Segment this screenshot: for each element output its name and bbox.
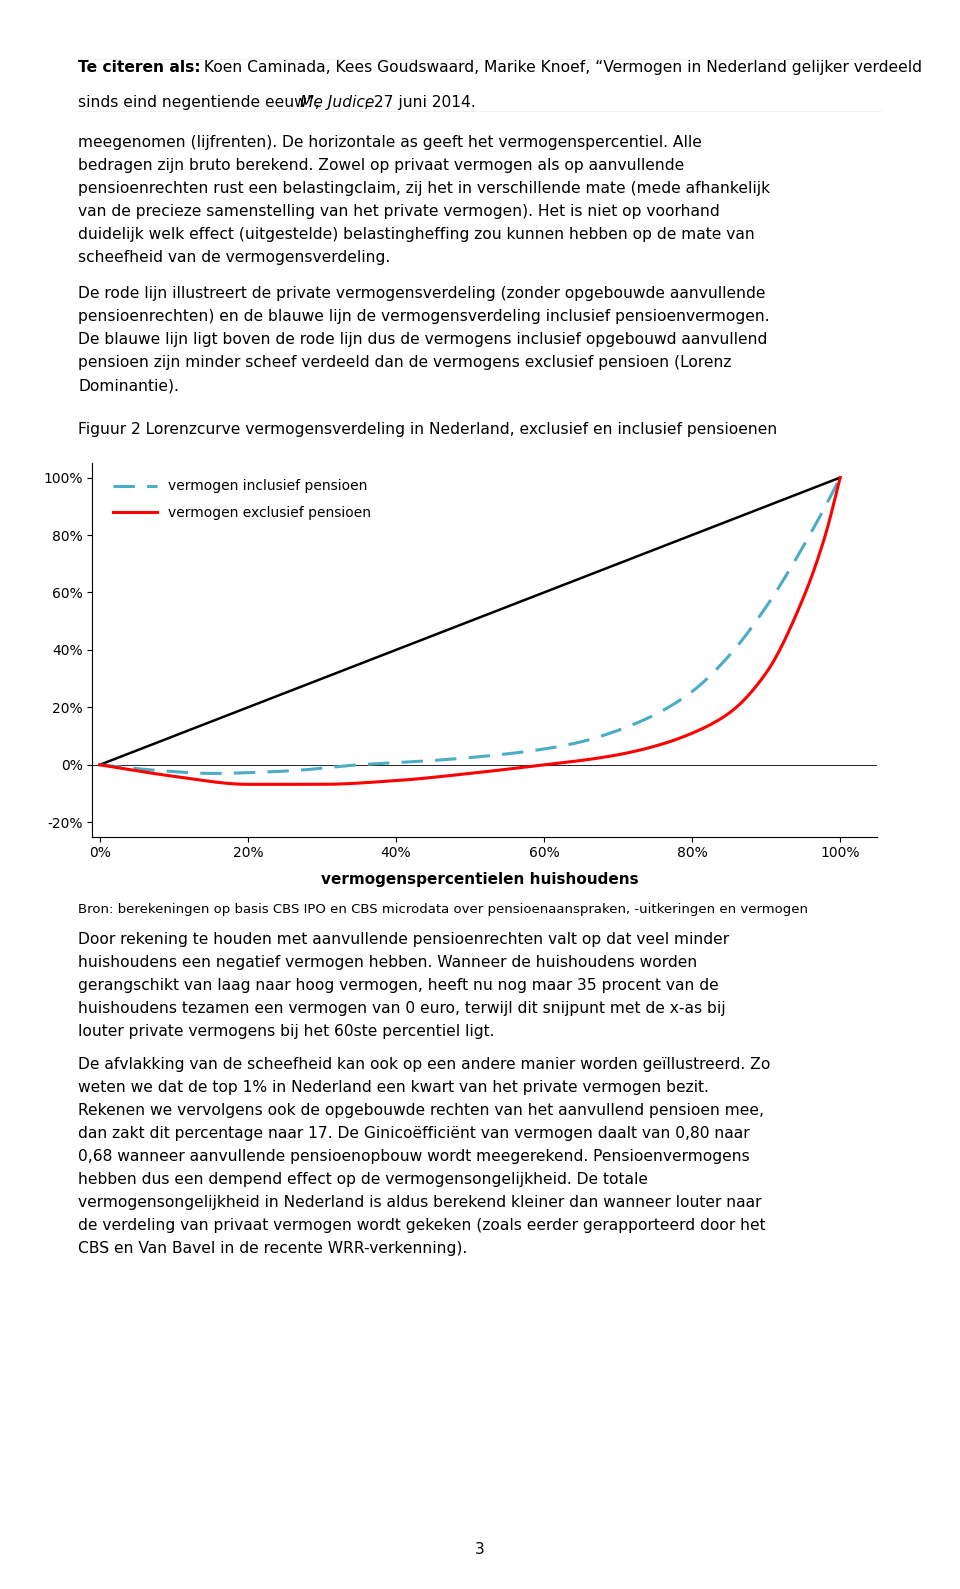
- Text: gerangschikt van laag naar hoog vermogen, heeft nu nog maar 35 procent van de: gerangschikt van laag naar hoog vermogen…: [78, 979, 719, 993]
- Text: Dominantie).: Dominantie).: [78, 378, 179, 392]
- Text: 0,68 wanneer aanvullende pensioenopbouw wordt meegerekend. Pensioenvermogens: 0,68 wanneer aanvullende pensioenopbouw …: [78, 1149, 750, 1163]
- Text: pensioenrechten rust een belastingclaim, zij het in verschillende mate (mede afh: pensioenrechten rust een belastingclaim,…: [78, 181, 770, 195]
- Text: louter private vermogens bij het 60ste percentiel ligt.: louter private vermogens bij het 60ste p…: [78, 1025, 494, 1039]
- Text: Te citeren als:: Te citeren als:: [78, 60, 201, 75]
- Text: Figuur 2 Lorenzcurve vermogensverdeling in Nederland, exclusief en inclusief pen: Figuur 2 Lorenzcurve vermogensverdeling …: [78, 421, 778, 437]
- Text: weten we dat de top 1% in Nederland een kwart van het private vermogen bezit.: weten we dat de top 1% in Nederland een …: [78, 1081, 708, 1095]
- Text: De rode lijn illustreert de private vermogensverdeling (zonder opgebouwde aanvul: De rode lijn illustreert de private verm…: [78, 286, 765, 300]
- Text: sinds eind negentiende eeuw”,: sinds eind negentiende eeuw”,: [78, 95, 324, 110]
- Text: CBS en Van Bavel in de recente WRR-verkenning).: CBS en Van Bavel in de recente WRR-verke…: [78, 1241, 468, 1255]
- Text: Koen Caminada, Kees Goudswaard, Marike Knoef, “Vermogen in Nederland gelijker ve: Koen Caminada, Kees Goudswaard, Marike K…: [200, 60, 923, 75]
- Text: scheefheid van de vermogensverdeling.: scheefheid van de vermogensverdeling.: [78, 249, 391, 265]
- Text: duidelijk welk effect (uitgestelde) belastingheffing zou kunnen hebben op de mat: duidelijk welk effect (uitgestelde) bela…: [78, 227, 755, 242]
- Text: Door rekening te houden met aanvullende pensioenrechten valt op dat veel minder: Door rekening te houden met aanvullende …: [78, 931, 730, 947]
- Text: bedragen zijn bruto berekend. Zowel op privaat vermogen als op aanvullende: bedragen zijn bruto berekend. Zowel op p…: [78, 159, 684, 173]
- Text: De afvlakking van de scheefheid kan ook op een andere manier worden geïllustreer: De afvlakking van de scheefheid kan ook …: [78, 1057, 770, 1071]
- Text: pensioen zijn minder scheef verdeeld dan de vermogens exclusief pensioen (Lorenz: pensioen zijn minder scheef verdeeld dan…: [78, 354, 732, 370]
- Text: 3: 3: [475, 1543, 485, 1557]
- Text: vermogensongelijkheid in Nederland is aldus berekend kleiner dan wanneer louter : vermogensongelijkheid in Nederland is al…: [78, 1195, 761, 1209]
- Text: de verdeling van privaat vermogen wordt gekeken (zoals eerder gerapporteerd door: de verdeling van privaat vermogen wordt …: [78, 1217, 766, 1233]
- Text: Bron: berekeningen op basis CBS IPO en CBS microdata over pensioenaanspraken, -u: Bron: berekeningen op basis CBS IPO en C…: [78, 903, 808, 917]
- Text: vermogenspercentielen huishoudens: vermogenspercentielen huishoudens: [322, 871, 638, 887]
- Text: van de precieze samenstelling van het private vermogen). Het is niet op voorhand: van de precieze samenstelling van het pr…: [78, 203, 720, 219]
- Text: meegenomen (lijfrenten). De horizontale as geeft het vermogenspercentiel. Alle: meegenomen (lijfrenten). De horizontale …: [78, 135, 702, 149]
- Text: Me Judice: Me Judice: [300, 95, 374, 110]
- Text: dan zakt dit percentage naar 17. De Ginicoëfficiënt van vermogen daalt van 0,80 : dan zakt dit percentage naar 17. De Gini…: [78, 1125, 750, 1141]
- Legend: vermogen inclusief pensioen, vermogen exclusief pensioen: vermogen inclusief pensioen, vermogen ex…: [108, 474, 377, 526]
- Text: , 27 juni 2014.: , 27 juni 2014.: [364, 95, 476, 110]
- Text: pensioenrechten) en de blauwe lijn de vermogensverdeling inclusief pensioenvermo: pensioenrechten) en de blauwe lijn de ve…: [78, 308, 770, 324]
- Text: hebben dus een dempend effect op de vermogensongelijkheid. De totale: hebben dus een dempend effect op de verm…: [78, 1173, 648, 1187]
- Text: De blauwe lijn ligt boven de rode lijn dus de vermogens inclusief opgebouwd aanv: De blauwe lijn ligt boven de rode lijn d…: [78, 332, 767, 346]
- Text: Rekenen we vervolgens ook de opgebouwde rechten van het aanvullend pensioen mee,: Rekenen we vervolgens ook de opgebouwde …: [78, 1103, 764, 1117]
- Text: huishoudens tezamen een vermogen van 0 euro, terwijl dit snijpunt met de x-as bi: huishoudens tezamen een vermogen van 0 e…: [78, 1001, 726, 1015]
- Text: huishoudens een negatief vermogen hebben. Wanneer de huishoudens worden: huishoudens een negatief vermogen hebben…: [78, 955, 697, 969]
